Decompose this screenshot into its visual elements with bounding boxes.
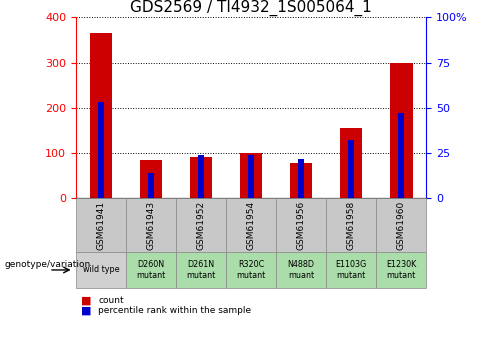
Text: GSM61952: GSM61952 (196, 200, 206, 250)
Bar (340, 128, 363, 198)
Text: D261N
mutant: D261N mutant (187, 260, 216, 280)
Text: percentile rank within the sample: percentile rank within the sample (98, 306, 251, 315)
Text: count: count (98, 296, 123, 305)
Title: GDS2569 / TI4932_1S005064_1: GDS2569 / TI4932_1S005064_1 (130, 0, 372, 16)
Bar (398, 113, 404, 198)
Text: GSM61958: GSM61958 (347, 200, 356, 250)
Text: E1103G
mutant: E1103G mutant (336, 260, 367, 280)
Text: N488D
muant: N488D muant (288, 260, 315, 280)
Text: GSM61941: GSM61941 (97, 200, 105, 250)
Text: R320C
mutant: R320C mutant (237, 260, 266, 280)
Bar (290, 163, 313, 198)
Text: ■: ■ (81, 295, 91, 305)
Bar (98, 102, 104, 198)
Text: D260N
mutant: D260N mutant (136, 260, 166, 280)
Bar (90, 33, 112, 198)
Bar (140, 160, 162, 198)
Bar (198, 155, 204, 198)
Text: E1230K
mutant: E1230K mutant (386, 260, 416, 280)
Bar (190, 157, 212, 198)
Text: wild type: wild type (83, 265, 119, 275)
Bar (148, 173, 154, 198)
Bar (390, 62, 413, 198)
Bar (348, 140, 354, 198)
Text: genotype/variation: genotype/variation (5, 260, 91, 269)
Text: GSM61956: GSM61956 (296, 200, 306, 250)
Bar (240, 153, 262, 198)
Bar (298, 159, 304, 198)
Text: GSM61943: GSM61943 (147, 200, 155, 250)
Text: GSM61960: GSM61960 (397, 200, 406, 250)
Text: ■: ■ (81, 306, 91, 315)
Bar (248, 155, 254, 198)
Text: GSM61954: GSM61954 (246, 200, 256, 250)
